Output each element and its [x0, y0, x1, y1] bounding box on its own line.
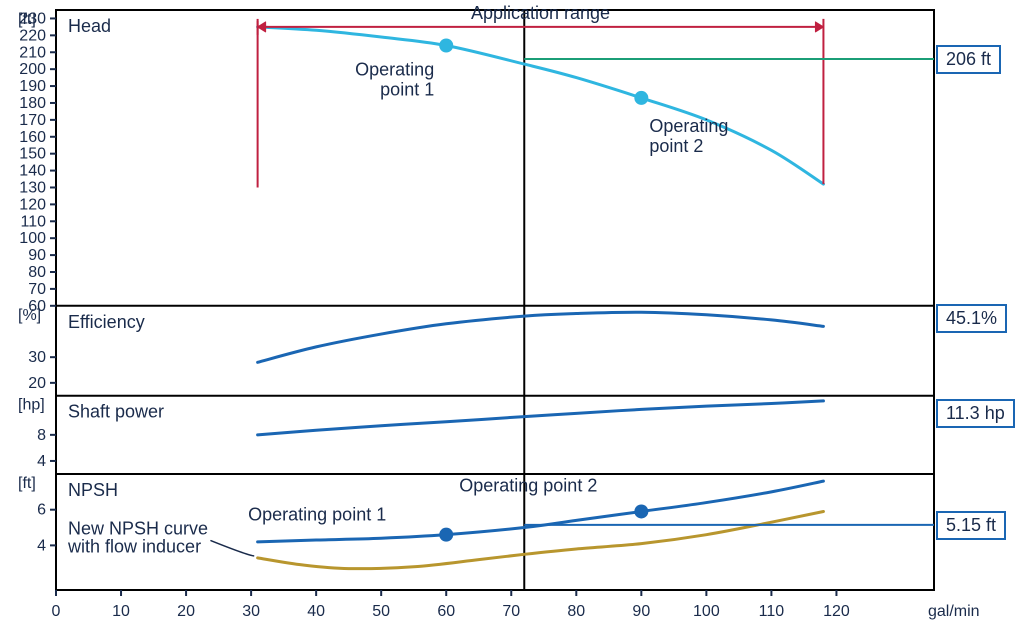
marker-op2n	[634, 504, 648, 518]
svg-text:180: 180	[19, 95, 46, 112]
svg-text:90: 90	[632, 603, 650, 620]
svg-text:NPSH: NPSH	[68, 480, 118, 500]
svg-text:170: 170	[19, 112, 46, 129]
svg-text:80: 80	[28, 264, 46, 281]
svg-text:110: 110	[20, 213, 46, 230]
svg-text:40: 40	[307, 603, 325, 620]
svg-text:60: 60	[437, 603, 455, 620]
marker-op1n	[439, 528, 453, 542]
svg-text:20: 20	[28, 375, 46, 392]
svg-text:4: 4	[37, 453, 46, 470]
svg-text:70: 70	[502, 603, 520, 620]
marker-op1	[439, 38, 453, 52]
callout-eff: 45.1%	[936, 304, 1007, 333]
svg-text:200: 200	[19, 61, 46, 78]
head-curve	[258, 27, 824, 184]
svg-text:4: 4	[37, 537, 46, 554]
svg-text:[hp]: [hp]	[18, 397, 45, 414]
svg-text:120: 120	[19, 196, 46, 213]
svg-text:30: 30	[242, 603, 260, 620]
svg-text:[%]: [%]	[18, 307, 41, 324]
callout-npsh: 5.15 ft	[936, 511, 1006, 540]
svg-text:160: 160	[19, 129, 46, 146]
svg-text:100: 100	[19, 230, 46, 247]
svg-text:150: 150	[19, 146, 46, 163]
svg-text:90: 90	[28, 247, 46, 264]
svg-text:6: 6	[37, 502, 46, 519]
svg-text:[ft]: [ft]	[18, 475, 36, 492]
eff-curve	[258, 312, 824, 362]
svg-text:70: 70	[28, 281, 46, 298]
pump-curve-chart: 0102030405060708090100110120gal/min[ft]6…	[0, 0, 1024, 638]
svg-text:140: 140	[19, 163, 46, 180]
svg-text:Efficiency: Efficiency	[68, 312, 145, 332]
svg-text:100: 100	[693, 603, 720, 620]
svg-text:50: 50	[372, 603, 390, 620]
svg-text:Operating point 2: Operating point 2	[459, 475, 597, 495]
marker-op2	[634, 91, 648, 105]
chart-svg: 0102030405060708090100110120gal/min[ft]6…	[0, 0, 1024, 638]
svg-text:20: 20	[177, 603, 195, 620]
svg-text:point 2: point 2	[649, 136, 703, 156]
svg-text:8: 8	[37, 427, 46, 444]
svg-text:with flow inducer: with flow inducer	[67, 537, 201, 557]
svg-text:Operating: Operating	[355, 59, 434, 79]
power-curve	[258, 401, 824, 435]
svg-text:230: 230	[19, 10, 46, 27]
svg-text:30: 30	[28, 349, 46, 366]
svg-text:130: 130	[19, 179, 46, 196]
svg-text:80: 80	[567, 603, 585, 620]
svg-text:point 1: point 1	[380, 79, 434, 99]
svg-text:110: 110	[759, 603, 785, 620]
svg-text:190: 190	[19, 78, 46, 95]
svg-text:Shaft power: Shaft power	[68, 402, 164, 422]
svg-text:120: 120	[823, 603, 850, 620]
svg-text:New NPSH curve: New NPSH curve	[68, 519, 208, 539]
svg-text:0: 0	[52, 603, 61, 620]
svg-text:210: 210	[19, 44, 46, 61]
svg-text:Operating: Operating	[649, 116, 728, 136]
callout-head: 206 ft	[936, 45, 1001, 74]
svg-text:220: 220	[19, 27, 46, 44]
svg-text:gal/min: gal/min	[928, 603, 980, 620]
callout-power: 11.3 hp	[936, 399, 1015, 428]
svg-text:Application range: Application range	[471, 3, 610, 23]
svg-text:10: 10	[112, 603, 130, 620]
svg-text:Operating point 1: Operating point 1	[248, 505, 386, 525]
svg-text:Head: Head	[68, 16, 111, 36]
